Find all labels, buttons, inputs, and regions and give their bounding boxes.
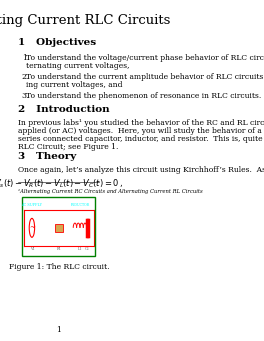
Text: R1: R1 (56, 247, 61, 251)
Text: C1: C1 (85, 247, 90, 251)
Text: In previous labs¹ you studied the behavior of the RC and RL circuits under alter: In previous labs¹ you studied the behavi… (18, 119, 264, 128)
Text: To understand the phenomenon of resonance in RLC circuits.: To understand the phenomenon of resonanc… (26, 92, 261, 100)
Text: ¹Alternating Current RC Circuits and Alternating Current RL Circuits: ¹Alternating Current RC Circuits and Alt… (18, 189, 203, 194)
Text: Alternating Current RLC Circuits: Alternating Current RLC Circuits (0, 14, 171, 27)
Text: L1: L1 (78, 247, 82, 251)
Text: 1   Objectives: 1 Objectives (18, 38, 97, 47)
Text: INDUCTOR: INDUCTOR (70, 203, 89, 207)
Text: ~: ~ (29, 224, 35, 232)
Text: applied (or AC) voltages.  Here, you will study the behavior of a similar circui: applied (or AC) voltages. Here, you will… (18, 127, 264, 135)
Text: RLC Circuit; see Figure 1.: RLC Circuit; see Figure 1. (18, 143, 119, 151)
Text: R: R (57, 225, 61, 230)
Text: 1: 1 (56, 326, 61, 333)
Bar (22, 196, 95, 256)
Text: AC SUPPLY: AC SUPPLY (21, 203, 43, 207)
Text: series connected capacitor, inductor, and resistor.  This is, quite reasonably, : series connected capacitor, inductor, an… (18, 135, 264, 143)
Text: 2   Introduction: 2 Introduction (18, 105, 110, 114)
Text: 3   Theory: 3 Theory (18, 152, 77, 161)
Text: 2.: 2. (22, 73, 29, 81)
Text: V1: V1 (30, 247, 34, 251)
Text: Once again, let’s analyze this circuit using Kirchhoff’s Rules.  As always, you : Once again, let’s analyze this circuit u… (18, 166, 264, 175)
Text: ternating current voltages,: ternating current voltages, (26, 62, 129, 70)
Bar (54, 224, 63, 232)
Text: 3.: 3. (22, 92, 29, 100)
Text: $V_s(t) - V_R(t) - V_L(t) - V_C(t) = 0\,,$: $V_s(t) - V_R(t) - V_L(t) - V_C(t) = 0\,… (0, 178, 124, 190)
Text: To understand the voltage/current phase behavior of RLC circuits under applied a: To understand the voltage/current phase … (26, 55, 264, 62)
Text: To understand the current amplitude behavior of RLC circuits under applied alter: To understand the current amplitude beha… (26, 73, 264, 81)
Text: Figure 1: The RLC circuit.: Figure 1: The RLC circuit. (8, 263, 109, 271)
Text: ing current voltages, and: ing current voltages, and (26, 81, 122, 89)
Text: 1.: 1. (22, 55, 29, 62)
